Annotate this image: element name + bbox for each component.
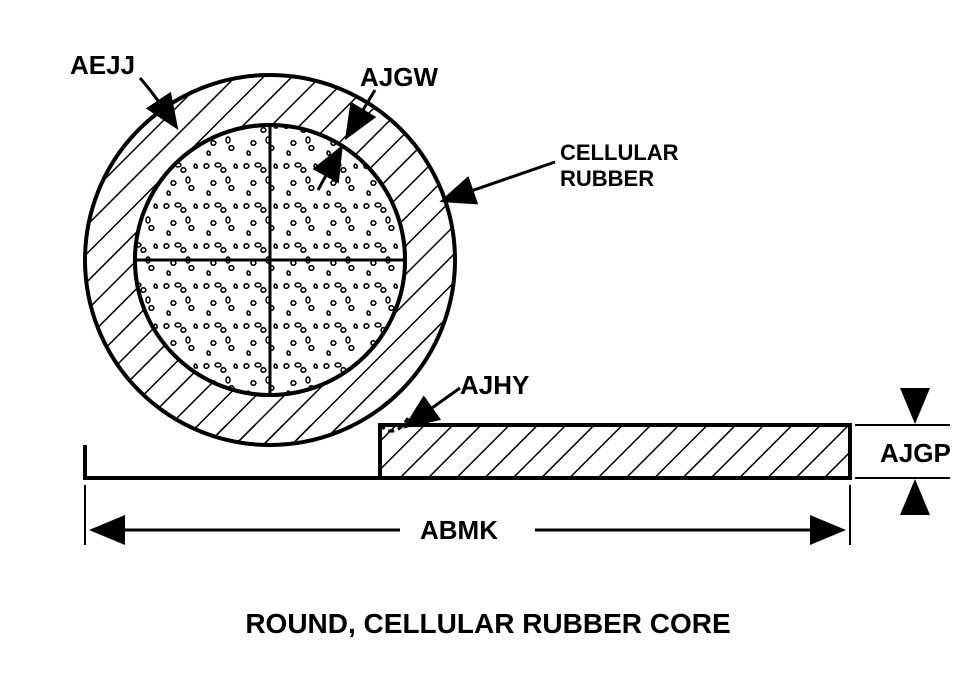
technical-diagram: AEJJ AJGW CELLULAR RUBBER AJHY AJGP ABMK…: [0, 0, 976, 678]
label-abmk: ABMK: [420, 515, 498, 546]
label-ajgw: AJGW: [360, 62, 438, 93]
label-ajhy: AJHY: [460, 370, 529, 401]
label-aejj: AEJJ: [70, 50, 135, 81]
strip-section: [85, 425, 850, 509]
cellular-core: [135, 125, 405, 395]
label-ajgp: AJGP: [880, 438, 951, 469]
diagram-svg: [0, 0, 976, 678]
label-cellular-rubber: CELLULAR RUBBER: [560, 140, 679, 192]
diagram-title: ROUND, CELLULAR RUBBER CORE: [0, 608, 976, 640]
